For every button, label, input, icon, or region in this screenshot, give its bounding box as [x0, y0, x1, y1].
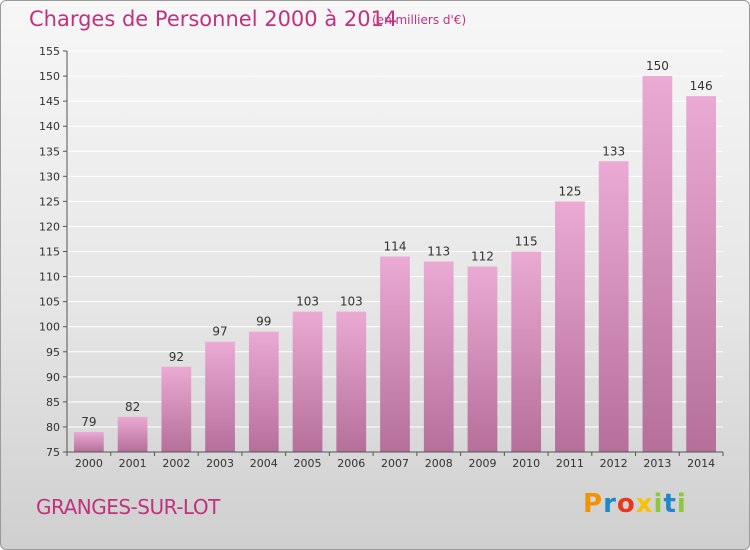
data-label: 103 — [340, 295, 363, 309]
bar — [292, 311, 323, 452]
x-tick-label: 2013 — [643, 457, 671, 470]
x-tick-label: 2008 — [425, 457, 453, 470]
proxiti-logo[interactable]: Proxiti — [583, 489, 687, 519]
place-name: GRANGES-SUR-LOT — [36, 495, 220, 519]
data-label: 79 — [81, 415, 96, 429]
bar — [117, 416, 148, 452]
x-tick-label: 2010 — [512, 457, 540, 470]
y-tick-label: 105 — [39, 296, 60, 309]
data-label: 92 — [169, 350, 184, 364]
x-tick-label: 2011 — [556, 457, 584, 470]
data-label: 112 — [471, 250, 494, 264]
bar — [686, 96, 717, 453]
logo-letter: x — [635, 489, 654, 519]
y-tick-label: 95 — [46, 346, 60, 359]
logo-letter: o — [616, 489, 636, 519]
chart-subtitle: (en milliers d'€) — [372, 13, 467, 27]
x-tick-label: 2000 — [75, 457, 103, 470]
y-tick-label: 120 — [39, 220, 60, 233]
bar — [380, 256, 410, 452]
bar — [161, 366, 192, 452]
data-label: 114 — [384, 240, 407, 254]
bar — [423, 261, 454, 452]
x-tick-label: 2012 — [600, 457, 628, 470]
y-tick-label: 110 — [39, 271, 60, 284]
y-tick-label: 150 — [39, 70, 60, 83]
x-tick-label: 2001 — [119, 457, 147, 470]
y-tick-label: 80 — [46, 421, 60, 434]
data-label: 150 — [646, 59, 669, 73]
y-tick-label: 115 — [39, 246, 60, 259]
data-labels: 79 82 92 97 99 103 103 114 113 112 115 125 133 150 146 — [81, 59, 712, 429]
data-label: 133 — [602, 144, 625, 158]
y-tick-label: 75 — [46, 446, 60, 459]
axes: 75 80 85 90 95 100 105 110 115 120 125 130 135 140 145… — [39, 45, 724, 470]
x-tick-label: 2004 — [250, 457, 278, 470]
bar — [467, 266, 498, 452]
data-label: 113 — [427, 245, 450, 259]
x-tick-label: 2007 — [381, 457, 409, 470]
y-tick-label: 155 — [39, 45, 60, 58]
y-tick-label: 90 — [46, 371, 60, 384]
bar — [336, 311, 367, 452]
y-tick-label: 125 — [39, 195, 60, 208]
y-tick-label: 100 — [39, 321, 60, 334]
bar — [511, 251, 542, 452]
y-tick-label: 145 — [39, 95, 60, 108]
logo-letter: i — [676, 489, 687, 519]
x-tick-label: 2002 — [162, 457, 190, 470]
bar — [555, 201, 585, 452]
data-label: 146 — [690, 79, 713, 93]
bar — [248, 331, 279, 452]
logo-letter: P — [583, 489, 604, 519]
logo-letter: i — [653, 489, 664, 519]
x-tick-label: 2005 — [294, 457, 322, 470]
data-label: 115 — [515, 235, 538, 249]
y-tick-label: 135 — [39, 145, 60, 158]
bar — [598, 161, 629, 452]
y-tick-label: 140 — [39, 120, 60, 133]
data-label: 82 — [125, 400, 140, 414]
x-tick-label: 2003 — [206, 457, 234, 470]
logo-letter: r — [603, 489, 617, 519]
data-label: 103 — [296, 295, 319, 309]
bar — [205, 341, 235, 452]
x-tick-label: 2009 — [468, 457, 496, 470]
bar — [642, 76, 673, 452]
x-tick-label: 2006 — [337, 457, 365, 470]
data-label: 125 — [558, 184, 581, 198]
bar — [73, 431, 104, 452]
x-tick-label: 2014 — [687, 457, 715, 470]
y-tick-label: 130 — [39, 170, 60, 183]
logo-letter: t — [663, 489, 677, 519]
chart-title: Charges de Personnel 2000 à 2014 — [29, 7, 398, 31]
data-label: 99 — [256, 315, 271, 329]
bars — [73, 76, 717, 453]
data-label: 97 — [212, 325, 227, 339]
y-tick-label: 85 — [46, 396, 60, 409]
